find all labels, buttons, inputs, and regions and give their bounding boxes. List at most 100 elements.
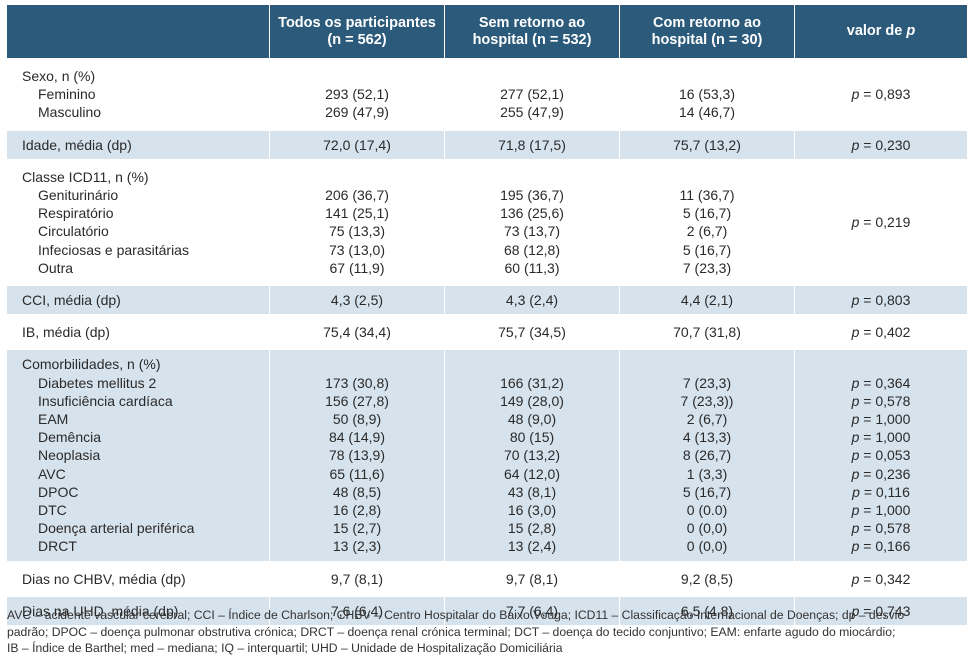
p-value: = 0,166	[863, 538, 911, 555]
p-value: = 0,342	[863, 570, 911, 587]
cell-value: 0 (0,0)	[686, 520, 728, 537]
category-label: AVC	[38, 465, 66, 482]
section-title: Comorbilidades, n (%)	[22, 356, 161, 373]
cell-value: 0 (0,0)	[686, 538, 728, 555]
p-symbol: p	[852, 483, 860, 500]
p-value: = 1,000	[863, 429, 911, 446]
p-value: = 0,578	[863, 392, 911, 409]
cell-value: 255 (47,9)	[500, 104, 564, 121]
p-value: = 0,364	[863, 374, 911, 391]
header-all-line1: Todos os participantes	[278, 14, 436, 31]
cell-value: 7 (23,3)	[682, 374, 732, 391]
row-label-group: Classe ICD11, n (%) Geniturinário Respir…	[7, 158, 269, 283]
cell-sem-group: 195 (36,7) 136 (25,6) 73 (13,7) 68 (12,8…	[444, 158, 619, 283]
cell-value: 75,7 (34,5)	[444, 314, 619, 347]
cell-value: 65 (11,6)	[329, 465, 385, 482]
footnote-line: padrão; DPOC – doença pulmonar obstrutiv…	[7, 624, 896, 639]
cell-value: 70 (13,2)	[503, 447, 561, 464]
cell-com-group: 11 (36,7) 5 (16,7) 2 (6,7) 5 (16,7) 7 (2…	[619, 158, 794, 283]
cell-value: 73 (13,0)	[328, 241, 386, 258]
table-row-comorbilidades: Comorbilidades, n (%) Diabetes mellitus …	[7, 346, 967, 561]
cell-all-group: 293 (52,1) 269 (47,9)	[269, 58, 444, 127]
cell-value: 7 (23,3))	[680, 392, 734, 409]
table-row-ib: IB, média (dp) 75,4 (34,4) 75,7 (34,5) 7…	[7, 314, 967, 347]
category-label: Diabetes mellitus 2	[38, 374, 157, 391]
cell-value: 9,7 (8,1)	[444, 560, 619, 593]
header-all-line2: (n = 562)	[327, 31, 387, 48]
cell-value: 269 (47,9)	[325, 104, 389, 121]
table-row-dias-chbv: Dias no CHBV, média (dp) 9,7 (8,1) 9,7 (…	[7, 560, 967, 593]
p-value-line: p = 1,000	[795, 501, 967, 519]
p-value-line: p = 1,000	[795, 428, 967, 446]
p-value: = 0,116	[863, 483, 910, 500]
cell-value: 7 (23,3)	[682, 259, 732, 276]
cell-value: 4,3 (2,4)	[444, 282, 619, 315]
cell-value: 73 (13,7)	[503, 223, 561, 240]
p-value-cell: p = 0,219	[794, 158, 967, 283]
p-value-line: p = 0,364	[795, 374, 967, 392]
p-value-cell: p = 0,743	[794, 592, 967, 626]
cell-value: 60 (11,3)	[504, 259, 560, 276]
cell-value: 48 (8,5)	[332, 483, 382, 500]
cell-value: 136 (25,6)	[500, 205, 564, 222]
cell-value: 7,7 (6,4)	[444, 592, 619, 626]
category-label: Circulatório	[38, 223, 109, 240]
cell-value: 5 (16,7)	[682, 241, 732, 258]
cell-value: 149 (28,0)	[500, 392, 564, 409]
p-value-group: p = 0,364 p = 0,578 p = 1,000 p = 1,000 …	[794, 346, 967, 561]
cell-value: 48 (9,0)	[507, 411, 557, 428]
p-value: = 1,000	[863, 502, 911, 519]
p-symbol: p	[851, 324, 860, 341]
cell-value: 84 (14,9)	[328, 429, 386, 446]
category-label: Neoplasia	[38, 447, 101, 464]
p-value-cell: p = 0,893	[794, 58, 967, 127]
cell-value: 68 (12,8)	[503, 241, 561, 258]
cell-value: 195 (36,7)	[500, 187, 564, 204]
header-with-return-line1: Com retorno ao	[653, 14, 761, 31]
header-with-return: Com retorno ao hospital (n = 30)	[619, 5, 794, 58]
p-symbol: p	[851, 447, 860, 464]
row-label: CCI, média (dp)	[7, 282, 269, 315]
p-symbol: p	[851, 570, 860, 587]
cell-value: 8 (26,7)	[682, 447, 732, 464]
table-row-classe-icd11: Classe ICD11, n (%) Geniturinário Respir…	[7, 158, 967, 283]
p-symbol: p	[851, 602, 860, 619]
footnote-line: IB – Índice de Barthel; med – mediana; I…	[7, 641, 563, 655]
table-row-idade: Idade, média (dp) 72,0 (17,4) 71,8 (17,5…	[7, 126, 967, 159]
p-value-cell: p = 0,803	[794, 282, 967, 315]
cell-value: 16 (53,3)	[678, 86, 736, 103]
p-value: = 0,219	[863, 214, 911, 231]
cell-value: 16 (3,0)	[507, 502, 557, 519]
p-value-line: p = 0,053	[795, 446, 967, 464]
table-row-cci: CCI, média (dp) 4,3 (2,5) 4,3 (2,4) 4,4 …	[7, 282, 967, 315]
cell-value: 1 (3,3)	[686, 465, 728, 482]
cell-value: 11 (36,7)	[679, 187, 735, 204]
category-label: DTC	[38, 502, 67, 519]
p-value-line: p = 0,166	[795, 537, 967, 555]
category-label: EAM	[38, 411, 69, 428]
category-label: Insuficiência cardíaca	[38, 392, 173, 409]
cell-value: 15 (2,7)	[332, 520, 382, 537]
cell-value: 72,0 (17,4)	[269, 126, 444, 159]
p-symbol: p	[851, 465, 860, 482]
cell-com-group: 7 (23,3) 7 (23,3)) 2 (6,7) 4 (13,3) 8 (2…	[619, 346, 794, 561]
cell-value: 67 (11,9)	[329, 259, 385, 276]
p-value-line: p = 1,000	[795, 410, 967, 428]
cell-value: 5 (16,7)	[682, 483, 732, 500]
p-value-line: p = 0,236	[795, 465, 967, 483]
cell-value: 71,8 (17,5)	[444, 126, 619, 159]
category-label: Feminino	[38, 86, 96, 103]
category-label: Geniturinário	[38, 187, 119, 204]
table-row-sexo: Sexo, n (%) Feminino Masculino 293 (52,1…	[7, 58, 967, 127]
header-no-return-line1: Sem retorno ao	[478, 14, 586, 31]
p-value-cell: p = 0,342	[794, 560, 967, 593]
header-no-return-line2: hospital (n = 532)	[472, 31, 592, 48]
p-symbol: p	[851, 374, 860, 391]
p-value-cell: p = 0,230	[794, 126, 967, 159]
p-symbol: p	[851, 136, 860, 153]
cell-value: 16 (2,8)	[332, 502, 382, 519]
cell-com-group: 16 (53,3) 14 (46,7)	[619, 58, 794, 127]
row-label: Dias na UHD, média (dp)	[7, 592, 269, 626]
p-value: = 1,000	[863, 411, 911, 428]
p-value: = 0,893	[863, 86, 911, 103]
